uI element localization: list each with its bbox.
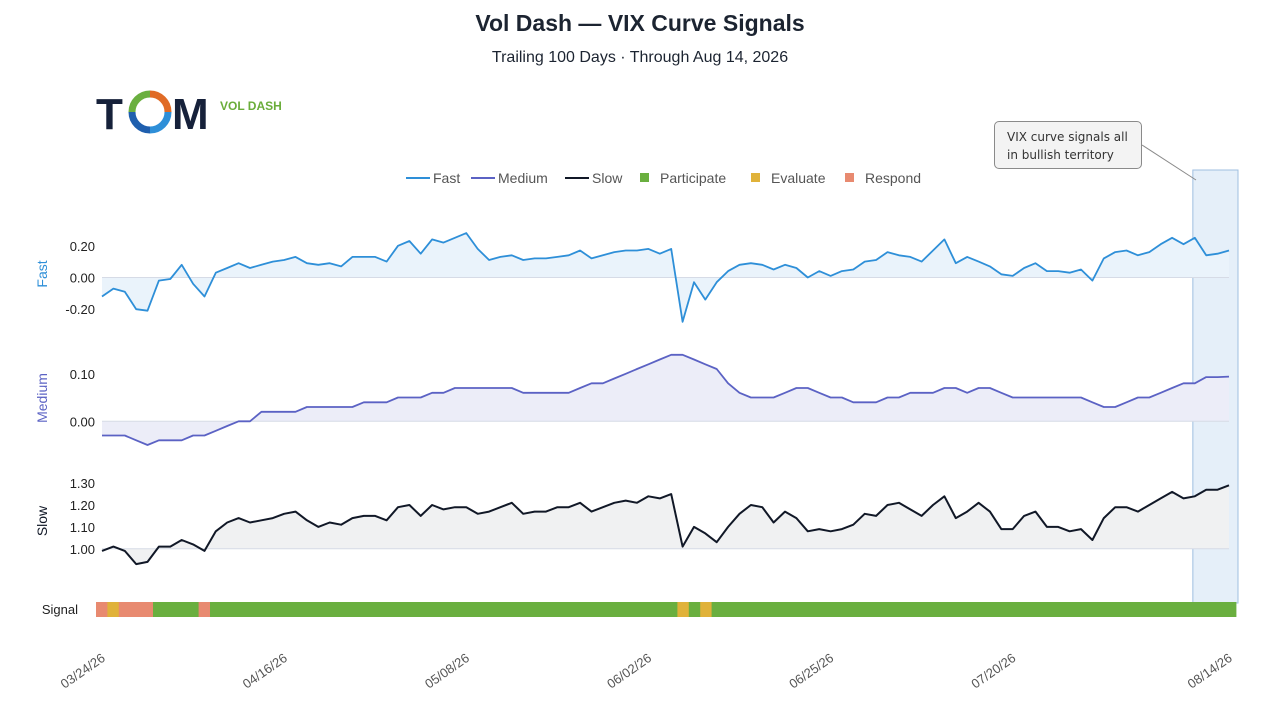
- signal-segment-evaluate: [677, 602, 690, 617]
- legend-medium-label: Medium: [498, 170, 548, 186]
- signal-segment-respond: [118, 602, 154, 617]
- slow-y-tick-label: 1.30: [70, 476, 95, 491]
- medium-series-line: [102, 353, 1230, 446]
- tcm-logo: T M: [96, 90, 209, 138]
- slow-y-tick-label: 1.20: [70, 498, 95, 513]
- fast-y-tick-label: 0.00: [70, 270, 95, 285]
- legend-participate-swatch: [640, 173, 649, 182]
- slow-y-label: Slow: [34, 505, 50, 536]
- slow-area: [102, 485, 1229, 565]
- legend-slow-label: Slow: [592, 170, 623, 186]
- legend-evaluate-label: Evaluate: [771, 170, 826, 186]
- signal-segment-evaluate: [700, 602, 712, 617]
- medium-area: [102, 354, 1229, 445]
- brand-tagline: VOL DASH: [220, 99, 282, 113]
- medium-y-tick-label: 0.00: [70, 414, 95, 429]
- signal-segment-evaluate: [107, 602, 120, 617]
- slow-y-tick-label: 1.00: [70, 542, 95, 557]
- logo-t: T: [96, 90, 123, 138]
- chart-subtitle: Trailing 100 Days · Through Aug 14, 2026: [491, 49, 789, 66]
- legend-participate-label: Participate: [660, 170, 726, 186]
- chart-title: Vol Dash — VIX Curve Signals: [475, 10, 805, 36]
- fast-series-line: [101, 232, 1230, 323]
- annotation-pointer: [1141, 144, 1197, 181]
- legend-respond-label: Respond: [865, 170, 921, 186]
- legend-respond-swatch: [845, 173, 854, 182]
- logo-m: M: [172, 90, 209, 138]
- slow-series-line: [101, 484, 1230, 566]
- x-tick-label: 06/25/26: [786, 650, 836, 691]
- fast-y-tick-label: -0.20: [65, 302, 95, 317]
- signal-segment-participate: [688, 602, 701, 617]
- signal-segment-participate: [210, 602, 678, 617]
- x-tick-label: 04/16/26: [240, 650, 290, 691]
- x-tick-label: 06/02/26: [604, 650, 654, 691]
- logo-ring-icon: [128, 90, 172, 134]
- fast-y-label: Fast: [34, 260, 50, 287]
- annotation-callout: VIX curve signals all in bullish territo…: [994, 121, 1142, 169]
- slow-y-tick-label: 1.10: [70, 520, 95, 535]
- signal-segment-participate: [711, 602, 1237, 617]
- x-tick-label: 07/20/26: [968, 650, 1018, 691]
- legend-fast-label: Fast: [433, 170, 460, 186]
- signal-segment-respond: [198, 602, 211, 617]
- fast-y-tick-label: 0.20: [70, 239, 95, 254]
- x-tick-label: 08/14/26: [1185, 650, 1235, 691]
- signal-label: Signal: [42, 602, 78, 617]
- medium-y-tick-label: 0.10: [70, 367, 95, 382]
- legend-evaluate-swatch: [751, 173, 760, 182]
- signal-segment-respond: [96, 602, 108, 617]
- x-tick-label: 03/24/26: [58, 650, 108, 691]
- medium-y-label: Medium: [34, 373, 50, 423]
- signal-segment-participate: [153, 602, 199, 617]
- x-tick-label: 05/08/26: [422, 650, 472, 691]
